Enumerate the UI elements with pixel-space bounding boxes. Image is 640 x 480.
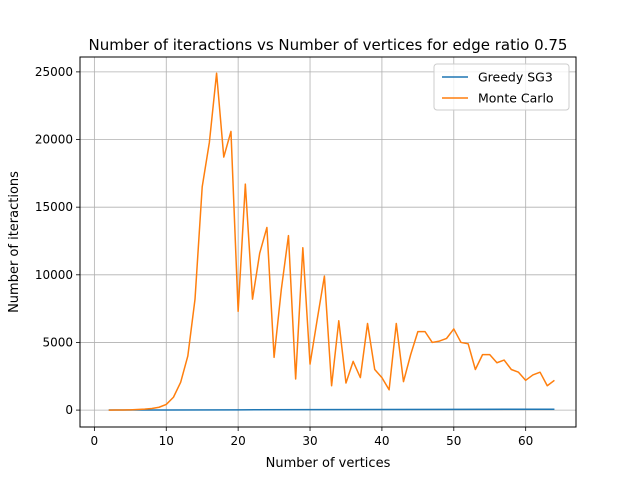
grid-lines <box>80 57 576 427</box>
y-tick-label: 0 <box>65 403 73 417</box>
y-axis-label: Number of iteractions <box>7 171 22 313</box>
plot-area <box>108 72 555 411</box>
y-tick-label: 15000 <box>35 200 73 214</box>
y-tick-label: 25000 <box>35 65 73 79</box>
x-tick-label: 0 <box>91 434 99 448</box>
y-axis: 0 5000 10000 15000 20000 25000 <box>35 65 80 417</box>
plot-frame <box>79 56 577 428</box>
y-tick-label: 5000 <box>42 335 73 349</box>
x-tick-label: 60 <box>518 434 533 448</box>
legend: Greedy SG3 Monte Carlo <box>433 63 570 111</box>
x-tick-label: 50 <box>446 434 461 448</box>
x-axis-label: Number of vertices <box>266 456 391 471</box>
series-line-monte-carlo <box>108 72 555 411</box>
legend-label: Monte Carlo <box>478 91 554 106</box>
y-tick-label: 20000 <box>35 133 73 147</box>
x-tick-label: 40 <box>374 434 389 448</box>
x-axis: 0 10 20 30 40 50 60 <box>91 427 533 448</box>
x-tick-label: 20 <box>231 434 246 448</box>
series-line-greedy-sg3 <box>108 408 555 411</box>
legend-label: Greedy SG3 <box>478 70 553 85</box>
chart-title: Number of iteractions vs Number of verti… <box>89 36 568 54</box>
x-tick-label: 10 <box>159 434 174 448</box>
y-tick-label: 10000 <box>35 268 73 282</box>
x-tick-label: 30 <box>302 434 317 448</box>
